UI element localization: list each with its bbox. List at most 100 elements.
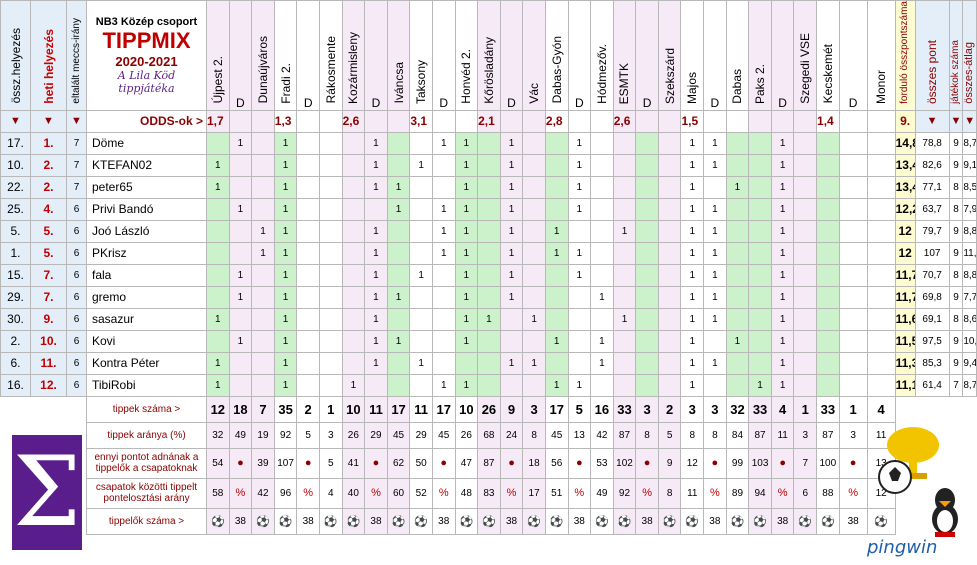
- tip-cell: [318, 285, 343, 309]
- tip-cell: [612, 351, 637, 375]
- tip-cell: 1: [454, 373, 479, 397]
- total-rank: 29.: [0, 285, 31, 309]
- stat-label: tippelők száma >: [86, 507, 207, 535]
- stat-value: 45: [386, 421, 411, 449]
- match-home-7: Majos: [680, 0, 705, 111]
- tip-cell: [341, 153, 366, 177]
- stat-value: 38: [635, 507, 659, 535]
- odds-empty: [251, 109, 275, 133]
- tip-cell: [409, 131, 433, 155]
- stat-value: 99: [725, 447, 750, 479]
- odds-empty: [793, 109, 818, 133]
- tip-cell: [793, 241, 818, 265]
- tip-cell: 1: [703, 197, 727, 221]
- stat-value: 5: [567, 395, 592, 423]
- stat-value: 96: [273, 477, 298, 509]
- tip-cell: [341, 131, 366, 155]
- stat-value: 38: [228, 507, 253, 535]
- tip-cell: [251, 263, 275, 287]
- total-points: 82,6: [914, 153, 950, 177]
- tip-cell: 1: [251, 219, 275, 243]
- tip-cell: [477, 373, 501, 397]
- draw-label: D: [303, 95, 313, 110]
- tip-cell: [477, 197, 501, 221]
- tip-cell: [657, 219, 682, 243]
- stat-value: 33: [816, 395, 840, 423]
- stat-value: 38: [567, 507, 592, 535]
- week-rank: 7.: [30, 285, 67, 309]
- stat-value: 18: [228, 395, 253, 423]
- tip-cell: [318, 373, 343, 397]
- stat-value: 49: [590, 477, 614, 509]
- week-rank: 7.: [30, 263, 67, 287]
- tip-cell: [544, 175, 569, 199]
- stat-value: ⚽: [590, 507, 614, 535]
- odds-empty: [703, 109, 727, 133]
- stat-value: 29: [364, 421, 388, 449]
- tip-cell: 1: [364, 351, 388, 375]
- tip-cell: 1: [522, 307, 546, 331]
- tip-cell: 1: [206, 153, 230, 177]
- odds-empty: [454, 109, 479, 133]
- hits: 6: [66, 329, 87, 353]
- tip-cell: 1: [770, 153, 795, 177]
- round-score: 12,2: [894, 197, 916, 221]
- tip-cell: 1: [364, 285, 388, 309]
- average: 8,771: [962, 373, 977, 397]
- tip-cell: [590, 307, 614, 331]
- total-rank: 6.: [0, 351, 31, 375]
- stat-value: ⚽: [522, 507, 546, 535]
- hits: 7: [66, 153, 87, 177]
- tip-cell: [341, 351, 366, 375]
- stat-value: 10: [454, 395, 479, 423]
- stat-value: ⚽: [657, 507, 682, 535]
- sort-arrow: ▼: [914, 109, 950, 133]
- hits: 7: [66, 175, 87, 199]
- stat-value: 9: [499, 395, 524, 423]
- stat-value: %: [431, 477, 456, 509]
- player-name: Döme: [86, 131, 207, 155]
- tip-cell: [866, 219, 896, 243]
- stat-value: 32: [206, 421, 230, 449]
- stat-value: 10: [341, 395, 366, 423]
- tip-cell: 1: [454, 307, 479, 331]
- stat-value: ●: [567, 447, 592, 479]
- games: 9: [948, 285, 964, 309]
- stat-value: %: [770, 477, 795, 509]
- tip-cell: [251, 153, 275, 177]
- tip-cell: [341, 219, 366, 243]
- away-team: Szegedi VSE: [798, 33, 813, 104]
- tip-cell: 1: [409, 351, 433, 375]
- stat-value: 87: [477, 447, 501, 479]
- tip-cell: [657, 373, 682, 397]
- odds-empty: [522, 109, 546, 133]
- stat-value: 3: [793, 421, 818, 449]
- tip-cell: [816, 263, 840, 287]
- tip-cell: [251, 307, 275, 331]
- tip-cell: [657, 175, 682, 199]
- stat-value: ●: [364, 447, 388, 479]
- tip-cell: 1: [770, 197, 795, 221]
- player-name: PKrisz: [86, 241, 207, 265]
- tip-cell: 1: [386, 197, 411, 221]
- tip-cell: 1: [590, 285, 614, 309]
- tip-cell: 1: [703, 351, 727, 375]
- tip-cell: [567, 307, 592, 331]
- total-rank: 2.: [0, 329, 31, 353]
- tip-cell: [657, 285, 682, 309]
- tip-cell: [251, 131, 275, 155]
- tip-cell: [725, 197, 750, 221]
- stat-value: 32: [725, 395, 750, 423]
- tip-cell: [793, 329, 818, 353]
- tip-cell: [866, 373, 896, 397]
- home-team: Kőrösladány: [481, 37, 496, 104]
- away-team: Dabas: [730, 69, 745, 104]
- tip-cell: 1: [770, 373, 795, 397]
- tip-cell: [657, 329, 682, 353]
- tip-cell: [206, 197, 230, 221]
- stat-value: ⚽: [748, 507, 772, 535]
- stat-value: 87: [816, 421, 840, 449]
- tip-cell: [866, 329, 896, 353]
